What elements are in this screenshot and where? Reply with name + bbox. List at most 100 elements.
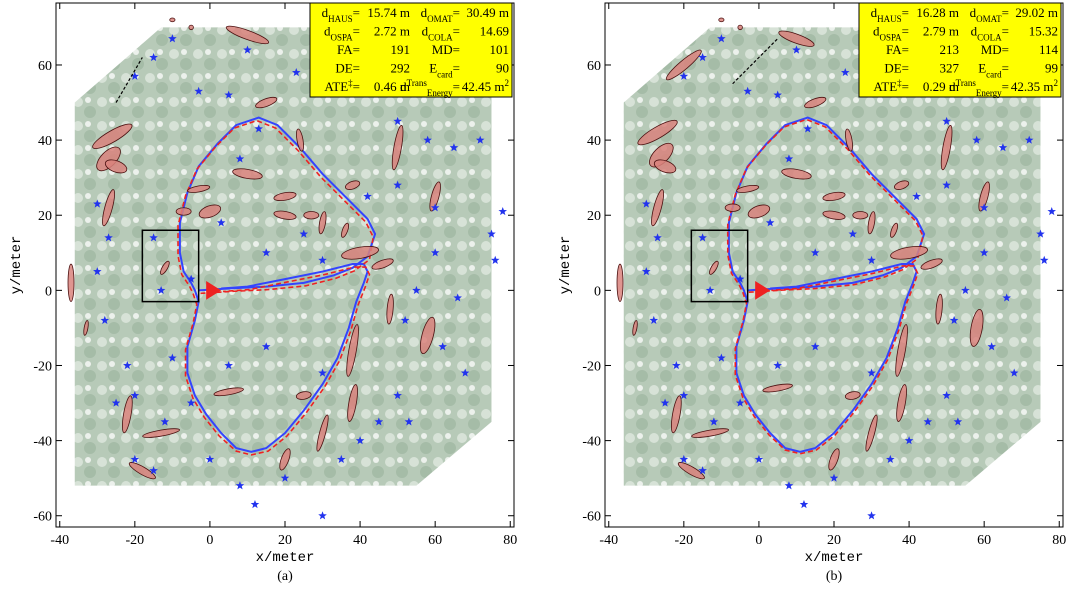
metric-post: = [353, 24, 360, 39]
metric-sub: HAUS [328, 14, 353, 24]
y-tick-label: -20 [582, 359, 601, 374]
landmark-estimate [68, 264, 74, 302]
y-tick-label: -20 [33, 359, 52, 374]
metric-sup: Trans [956, 78, 977, 88]
y-tick-label: 20 [38, 209, 52, 224]
metric-cell: 101 [490, 42, 510, 57]
metric-post: = [453, 5, 460, 20]
metric-cell: 327 [940, 61, 960, 76]
caption: (a) [277, 569, 293, 584]
landmark-estimate [170, 18, 175, 22]
metric-cell: 191 [391, 42, 411, 57]
y-tick-label: -60 [33, 510, 52, 525]
y-axis-label: y/meter [9, 236, 25, 295]
metric-cell: 114 [1039, 42, 1059, 57]
metric-sub: OSPA [879, 33, 902, 43]
y-tick-label: 40 [38, 134, 52, 149]
landmark [1040, 256, 1049, 264]
metric-cell: ATE‡= [324, 78, 360, 94]
x-tick-label: 80 [503, 533, 517, 548]
metric-sub: Energy [976, 88, 1002, 98]
metric-cell: 213 [940, 42, 960, 57]
landmark [1047, 207, 1056, 215]
caption: (b) [826, 569, 843, 584]
metric-cell: 42.45 m2 [462, 78, 509, 94]
metric-sub: OMAT [976, 14, 1002, 24]
landmark-estimate [725, 204, 740, 212]
metric-post: = [453, 24, 460, 39]
x-tick-label: 60 [977, 533, 991, 548]
x-tick-label: -40 [599, 533, 618, 548]
x-tick-label: 20 [827, 533, 841, 548]
metric-t: E [429, 61, 437, 76]
metric-post: = [902, 24, 909, 39]
metric-sup: 2 [505, 78, 510, 88]
y-tick-label: 60 [38, 59, 52, 74]
metric-sub: card [986, 70, 1002, 80]
metric-cell: MD= [432, 42, 460, 57]
x-tick-label: 60 [428, 533, 442, 548]
landmark-estimate [853, 211, 868, 219]
metric-cell: 292 [391, 61, 411, 76]
metric-cell: 16.28 m [916, 5, 959, 20]
metric-sup: 2 [1054, 78, 1059, 88]
metric-cell: 90 [496, 61, 509, 76]
landmark-estimate [304, 211, 319, 219]
y-tick-label: -60 [582, 510, 601, 525]
metric-post: = [1002, 79, 1009, 94]
metric-cell: FA= [886, 42, 909, 57]
metrics-box: dHAUS=16.28 mdOMAT=29.02 mdOSPA=2.79 mdC… [859, 3, 1061, 98]
x-tick-label: 40 [902, 533, 916, 548]
y-tick-label: 20 [587, 209, 601, 224]
landmark [498, 207, 507, 215]
metric-post: = [1002, 61, 1009, 76]
metrics-box: dHAUS=15.74 mdOMAT=30.49 mdOSPA=2.72 mdC… [310, 3, 512, 98]
landmark [800, 500, 809, 508]
metric-post: = [353, 79, 360, 94]
metric-cell: MD= [981, 42, 1009, 57]
metric-t: 42.35 m [1011, 79, 1054, 94]
metric-post: = [902, 5, 909, 20]
metric-cell: ATE‡= [873, 78, 909, 94]
metric-cell: FA= [337, 42, 360, 57]
metric-t: E [978, 61, 986, 76]
x-tick-label: 0 [206, 533, 213, 548]
x-tick-label: 40 [353, 533, 367, 548]
x-tick-label: 20 [278, 533, 292, 548]
metric-post: = [902, 79, 909, 94]
metric-cell: 2.79 m [923, 24, 959, 39]
x-axis-label: x/meter [256, 550, 315, 566]
metric-t: ATE [873, 79, 897, 94]
metric-cell: 99 [1045, 61, 1058, 76]
landmark-estimate [189, 25, 194, 30]
landmark-estimate [738, 25, 743, 30]
y-tick-label: 60 [587, 59, 601, 74]
x-tick-label: -20 [126, 533, 145, 548]
metric-post: = [353, 5, 360, 20]
metric-post: = [453, 61, 460, 76]
landmark [491, 256, 500, 264]
metric-cell: DE= [335, 61, 360, 76]
metric-post: = [1002, 24, 1009, 39]
y-tick-label: 40 [587, 134, 601, 149]
metric-cell: 15.74 m [367, 5, 410, 20]
y-tick-label: 0 [594, 284, 601, 299]
metric-cell: 29.02 m [1015, 5, 1058, 20]
metric-sub: OMAT [427, 14, 453, 24]
metric-sub: Energy [427, 88, 453, 98]
landmark [867, 511, 876, 519]
x-tick-label: -20 [675, 533, 694, 548]
metric-cell: 15.32 [1029, 24, 1058, 39]
metric-cell: 30.49 m [466, 5, 509, 20]
metric-post: = [1002, 5, 1009, 20]
x-tick-label: -40 [50, 533, 69, 548]
metric-cell: 2.72 m [374, 24, 410, 39]
landmark-estimate [176, 208, 191, 216]
metric-sub: OSPA [330, 33, 353, 43]
metric-sup: Trans [407, 78, 428, 88]
metric-sub: card [437, 70, 453, 80]
metric-t: 42.45 m [462, 79, 505, 94]
y-axis-label: y/meter [558, 236, 574, 295]
metric-sub: HAUS [877, 14, 902, 24]
